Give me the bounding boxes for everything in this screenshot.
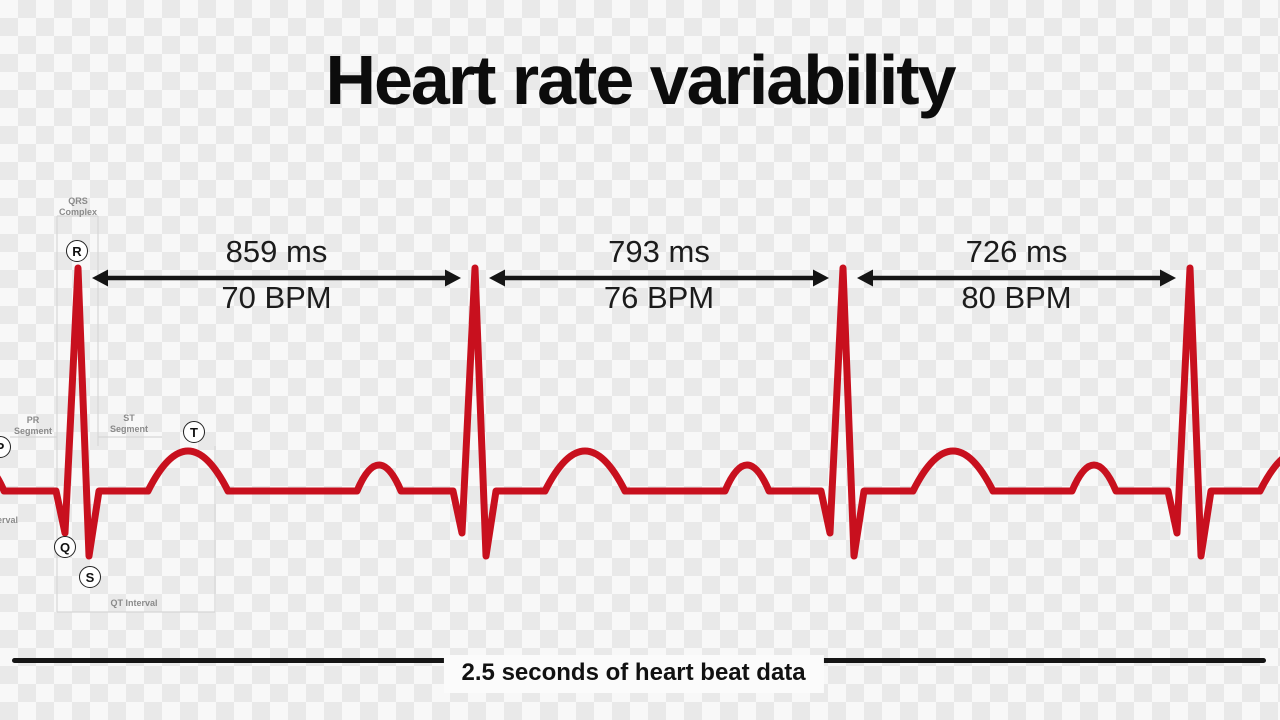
- qrs-complex-label-line2: Complex: [58, 207, 98, 217]
- q-wave-marker: Q: [54, 536, 76, 558]
- footer-label: 2.5 seconds of heart beat data: [443, 655, 824, 693]
- qrs-complex-label-line1: QRS: [68, 196, 88, 206]
- r-wave-marker: R: [66, 240, 88, 262]
- ecg-trace: [0, 264, 1280, 560]
- pr-segment-label-line2: Segment: [13, 426, 53, 436]
- pr-interval-label: Interval: [0, 515, 19, 525]
- st-segment-label: ST Segment: [110, 413, 148, 435]
- arrowhead-left: [92, 269, 108, 287]
- pr-segment-label: PR Segment: [14, 415, 52, 437]
- t-wave-marker: T: [183, 421, 205, 443]
- interval-label-2: 726 ms 80 BPM: [961, 233, 1071, 317]
- interval-bpm-value: 70 BPM: [221, 280, 332, 315]
- st-segment-label-line2: Segment: [109, 424, 149, 434]
- arrowhead-left: [857, 269, 873, 287]
- interval-bpm-value: 76 BPM: [603, 280, 715, 315]
- qt-interval-label: QT Interval: [110, 598, 158, 608]
- interval-bpm-value: 80 BPM: [961, 280, 1072, 315]
- s-wave-marker: S: [79, 566, 101, 588]
- arrowhead-right: [813, 269, 829, 287]
- interval-ms-value: 859 ms: [225, 234, 328, 269]
- interval-label-0: 859 ms 70 BPM: [221, 233, 331, 317]
- interval-arrows: [92, 269, 1176, 287]
- interval-ms-value: 726 ms: [965, 234, 1068, 269]
- arrowhead-right: [1160, 269, 1176, 287]
- st-segment-label-line1: ST: [123, 413, 135, 423]
- interval-label-1: 793 ms 76 BPM: [604, 233, 714, 317]
- interval-ms-value: 793 ms: [608, 234, 710, 269]
- pr-segment-label-line1: PR: [26, 415, 40, 425]
- arrowhead-right: [445, 269, 461, 287]
- arrowhead-left: [489, 269, 505, 287]
- qrs-complex-label: QRS Complex: [59, 196, 97, 218]
- page-title: Heart rate variability: [325, 41, 956, 119]
